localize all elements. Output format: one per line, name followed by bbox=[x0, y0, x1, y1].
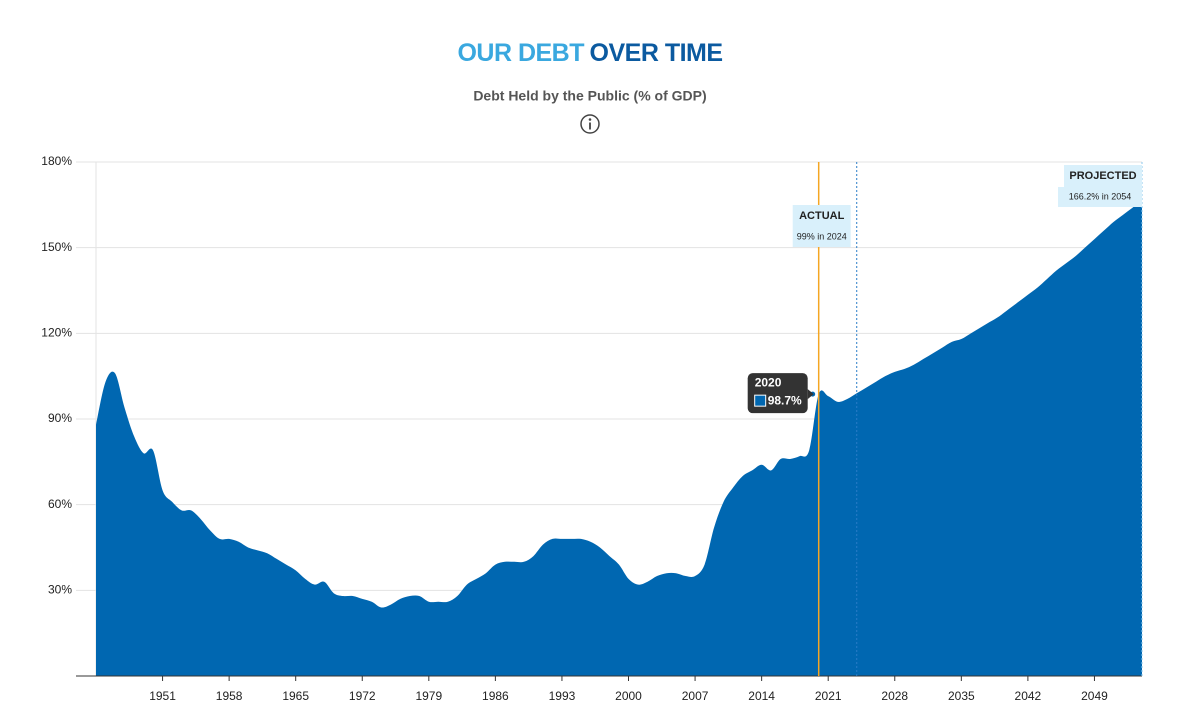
x-tick-label: 1965 bbox=[282, 689, 309, 703]
y-tick-label: 150% bbox=[41, 240, 72, 254]
chart-subtitle: Debt Held by the Public (% of GDP) bbox=[473, 88, 706, 104]
info-icon[interactable] bbox=[580, 114, 600, 134]
x-tick-label: 2035 bbox=[948, 689, 975, 703]
y-tick-label: 60% bbox=[48, 497, 72, 511]
x-tick-label: 2021 bbox=[815, 689, 842, 703]
annotation-title: PROJECTED bbox=[1069, 170, 1136, 182]
annotation-note-box bbox=[792, 227, 851, 247]
x-tick-label: 2049 bbox=[1081, 689, 1108, 703]
annotation-title: ACTUAL bbox=[799, 210, 844, 222]
x-tick-label: 1958 bbox=[216, 689, 243, 703]
tooltip-arrow bbox=[807, 389, 814, 400]
chart-title: OUR DEBT OVER TIME bbox=[457, 39, 722, 67]
x-tick-label: 1993 bbox=[549, 689, 576, 703]
area bbox=[96, 201, 1142, 676]
tooltip-year: 2020 bbox=[755, 375, 782, 389]
title-part: OUR DEBT bbox=[457, 39, 584, 67]
x-tick-label: 2042 bbox=[1015, 689, 1042, 703]
x-tick-label: 1972 bbox=[349, 689, 376, 703]
x-tick-label: 1979 bbox=[415, 689, 442, 703]
y-tick-label: 90% bbox=[48, 411, 72, 425]
annotation-box bbox=[1064, 165, 1142, 187]
y-tick-label: 180% bbox=[41, 154, 72, 168]
annotation-box bbox=[792, 205, 851, 227]
annotation-note: 166.2% in 2054 bbox=[1069, 191, 1132, 201]
x-tick-label: 2007 bbox=[682, 689, 709, 703]
annotation-note-box bbox=[1058, 187, 1142, 207]
tooltip-value: 98.7% bbox=[768, 393, 802, 407]
tooltip-swatch bbox=[754, 394, 767, 407]
x-tick-label: 1951 bbox=[149, 689, 176, 703]
x-tick-label: 2000 bbox=[615, 689, 642, 703]
y-tick-label: 30% bbox=[48, 583, 72, 597]
annotation-note: 99% in 2024 bbox=[797, 231, 847, 241]
x-tick-label: 1986 bbox=[482, 689, 509, 703]
title-part: OVER TIME bbox=[590, 39, 723, 67]
x-tick-label: 2014 bbox=[748, 689, 775, 703]
y-tick-label: 120% bbox=[41, 326, 72, 340]
x-tick-label: 2028 bbox=[881, 689, 908, 703]
